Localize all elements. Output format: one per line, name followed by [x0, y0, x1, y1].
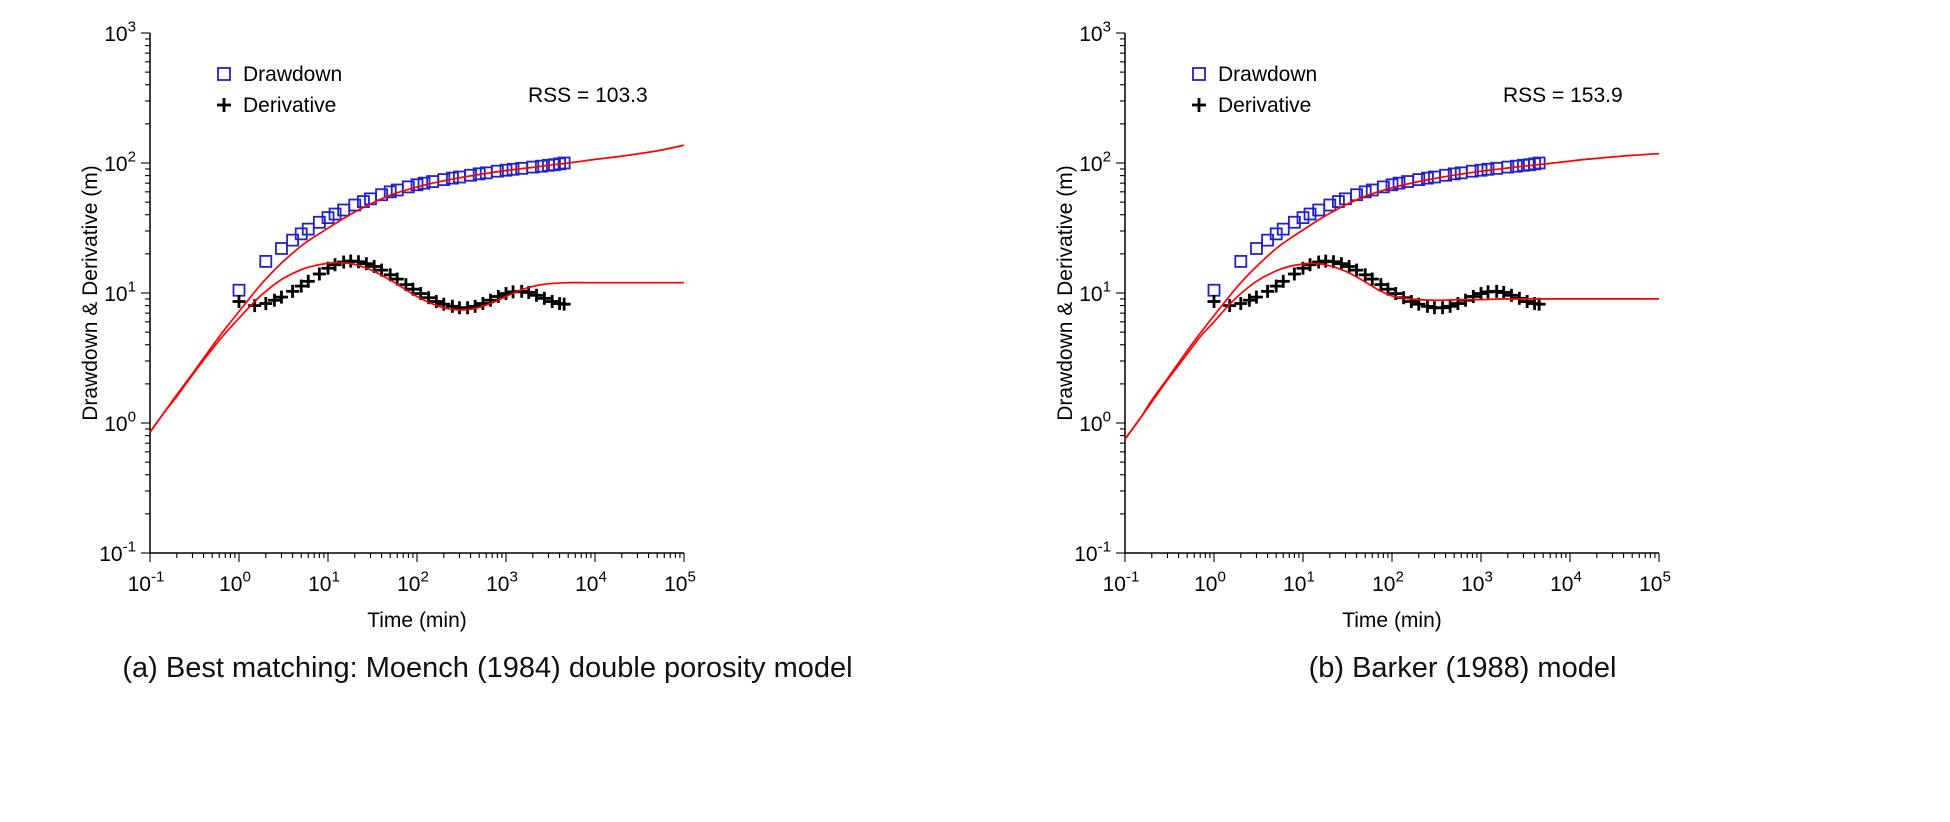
y-tick-label: 103 [104, 19, 136, 46]
rss-annotation: RSS = 153.9 [1503, 84, 1623, 107]
series-derivative-observed [1207, 254, 1546, 315]
caption-b: (b) Barker (1988) model [1308, 652, 1617, 684]
y-tick-label: 10-1 [1074, 539, 1111, 566]
x-tick-label: 101 [1283, 569, 1315, 596]
legend-label-derivative: Derivative [1218, 94, 1311, 117]
x-tick-label: 100 [1194, 569, 1226, 596]
y-tick-label: 103 [1079, 19, 1111, 46]
ticks [141, 32, 685, 562]
rss-annotation: RSS = 103.3 [528, 84, 648, 107]
series-derivative-model [149, 261, 684, 433]
legend: Drawdown Derivative [217, 63, 342, 117]
y-tick-label: 102 [1079, 149, 1111, 176]
chart-panel-a: 10-1 100 101 102 103 104 105 10-1 100 101 102 103 Ti… [0, 8, 975, 685]
y-tick-label: 101 [104, 279, 136, 306]
x-tick-label: 103 [486, 569, 518, 596]
x-tick-label: 102 [397, 569, 429, 596]
series-drawdown-model [1124, 152, 1660, 440]
series-drawdown-observed [1207, 156, 1546, 297]
legend-label-derivative: Derivative [243, 94, 336, 117]
tick-labels: 10-1 100 101 102 103 104 105 10-1 100 101 102 103 [99, 19, 696, 596]
x-tick-label: 10-1 [128, 569, 165, 596]
x-tick-label: 103 [1461, 569, 1493, 596]
chart-panel-b: 10-1 100 101 102 103 104 105 10-1 100 101 102 103 Ti… [975, 8, 1950, 685]
figure: 10-1 100 101 102 103 104 105 10-1 100 101 102 103 Ti… [0, 8, 1950, 685]
y-tick-label: 101 [1079, 279, 1111, 306]
caption-a: (a) Best matching: Moench (1984) double … [122, 652, 853, 684]
series-derivative-model [1124, 262, 1659, 440]
x-tick-label: 100 [219, 569, 251, 596]
series-drawdown-observed [232, 156, 571, 297]
legend: Drawdown Derivative [1192, 63, 1317, 117]
x-tick-label: 104 [575, 569, 607, 596]
chart-a: 10-1 100 101 102 103 104 105 10-1 100 101 102 103 Ti… [79, 19, 696, 632]
x-tick-label: 105 [664, 569, 696, 596]
x-tick-label: 102 [1372, 569, 1404, 596]
y-axis-title: Drawdown & Derivative (m) [1054, 165, 1077, 421]
ticks [1116, 32, 1660, 562]
y-tick-label: 102 [104, 149, 136, 176]
series-drawdown-model [149, 144, 685, 433]
y-tick-label: 10-1 [99, 539, 136, 566]
x-tick-label: 10-1 [1103, 569, 1140, 596]
legend-label-drawdown: Drawdown [243, 63, 342, 86]
x-tick-label: 104 [1550, 569, 1582, 596]
y-tick-label: 100 [104, 409, 136, 436]
y-axis-title: Drawdown & Derivative (m) [79, 165, 102, 421]
x-axis-title: Time (min) [1342, 609, 1442, 632]
series-derivative-observed [232, 254, 571, 315]
x-axis-title: Time (min) [367, 609, 467, 632]
legend-label-drawdown: Drawdown [1218, 63, 1317, 86]
chart-b: 10-1 100 101 102 103 104 105 10-1 100 101 102 103 Ti… [1054, 19, 1671, 632]
x-tick-label: 105 [1639, 569, 1671, 596]
x-tick-label: 101 [308, 569, 340, 596]
y-tick-label: 100 [1079, 409, 1111, 436]
